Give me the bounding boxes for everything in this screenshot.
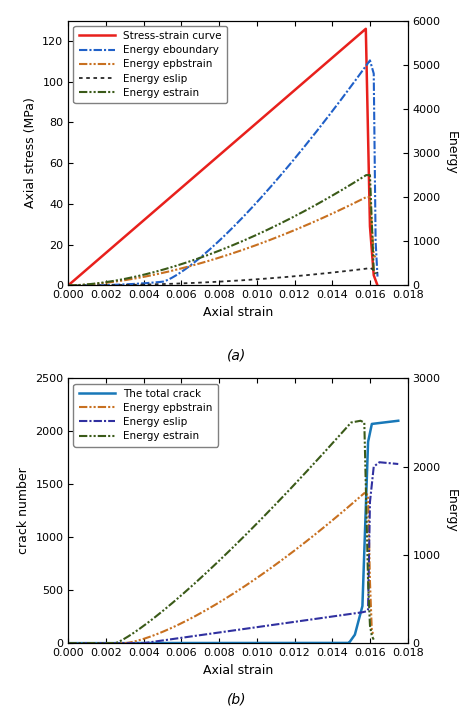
Energy eslip: [65, 281, 71, 289]
Energy epbstrain: [373, 253, 378, 262]
Energy epbstrain: [322, 213, 328, 221]
Energy estrain: [327, 442, 333, 451]
Energy eslip: [395, 460, 401, 469]
Energy eboundary: [142, 279, 148, 287]
Energy eboundary: [65, 281, 71, 289]
Stress-strain curve: [322, 60, 328, 68]
Text: (b): (b): [227, 693, 247, 707]
Energy eslip: [297, 272, 302, 280]
Energy estrain: [194, 577, 200, 586]
X-axis label: Axial strain: Axial strain: [203, 306, 273, 319]
Energy eslip: [134, 280, 140, 289]
Line: Energy epbstrain: Energy epbstrain: [68, 493, 374, 643]
Energy estrain: [65, 281, 71, 289]
Energy eboundary: [374, 272, 380, 281]
Energy eboundary: [69, 281, 74, 289]
Energy epbstrain: [283, 553, 289, 562]
Y-axis label: Axial stress (MPa): Axial stress (MPa): [24, 97, 36, 208]
Energy estrain: [172, 262, 178, 270]
Stress-strain curve: [172, 189, 178, 198]
Energy eslip: [343, 610, 348, 619]
Text: (a): (a): [228, 348, 246, 362]
The total crack: [273, 638, 279, 647]
Energy epbstrain: [134, 274, 140, 282]
Energy eslip: [272, 621, 277, 629]
Energy epbstrain: [364, 193, 369, 201]
Energy eslip: [288, 618, 293, 626]
The total crack: [184, 638, 190, 647]
Energy epbstrain: [65, 639, 71, 648]
Energy epbstrain: [283, 229, 289, 237]
Line: Energy epbstrain: Energy epbstrain: [68, 197, 375, 285]
Energy eslip: [106, 639, 112, 648]
Energy eslip: [65, 639, 71, 648]
The total crack: [65, 639, 71, 648]
Energy epbstrain: [172, 266, 178, 274]
Energy estrain: [262, 510, 268, 519]
Line: Energy eslip: Energy eslip: [68, 268, 377, 285]
Energy eboundary: [367, 56, 373, 65]
Energy estrain: [65, 639, 71, 648]
Stress-strain curve: [374, 281, 380, 289]
The total crack: [202, 638, 208, 647]
Energy epbstrain: [122, 639, 128, 648]
Energy epbstrain: [265, 566, 271, 574]
Line: Energy eboundary: Energy eboundary: [68, 60, 377, 285]
Energy eslip: [376, 458, 382, 466]
Energy epbstrain: [318, 526, 323, 535]
Stress-strain curve: [283, 93, 289, 102]
Energy estrain: [364, 171, 369, 179]
Stress-strain curve: [94, 256, 100, 264]
Energy epbstrain: [362, 489, 367, 498]
Energy estrain: [371, 636, 376, 644]
Energy eboundary: [88, 281, 93, 289]
Legend: Stress-strain curve, Energy eboundary, Energy epbstrain, Energy eslip, Energy es: Stress-strain curve, Energy eboundary, E…: [73, 26, 227, 103]
Energy epbstrain: [67, 639, 73, 648]
Line: Energy estrain: Energy estrain: [68, 421, 374, 643]
Energy estrain: [307, 464, 312, 473]
Stress-strain curve: [296, 82, 302, 90]
Energy eslip: [322, 269, 328, 277]
Energy eboundary: [295, 151, 301, 159]
Energy epbstrain: [297, 224, 302, 232]
Energy estrain: [94, 279, 100, 287]
Energy estrain: [322, 196, 328, 204]
Line: The total crack: The total crack: [68, 421, 398, 643]
The total crack: [378, 419, 383, 427]
Energy estrain: [358, 417, 364, 425]
Energy eslip: [367, 264, 373, 272]
Energy eslip: [251, 624, 256, 632]
Energy estrain: [373, 269, 378, 278]
Energy eslip: [374, 269, 380, 277]
Energy epbstrain: [94, 279, 100, 288]
The total crack: [395, 417, 401, 425]
Energy eboundary: [73, 281, 79, 289]
Energy epbstrain: [65, 281, 71, 289]
Line: Energy eslip: Energy eslip: [68, 462, 398, 643]
Y-axis label: Energy: Energy: [444, 131, 457, 175]
Line: Energy estrain: Energy estrain: [68, 175, 375, 285]
Energy eslip: [156, 637, 162, 646]
Energy estrain: [297, 210, 302, 218]
Stress-strain curve: [65, 281, 71, 289]
The total crack: [115, 639, 120, 648]
X-axis label: Axial strain: Axial strain: [203, 663, 273, 677]
Energy eslip: [172, 279, 178, 288]
Energy eslip: [94, 281, 100, 289]
The total crack: [255, 639, 260, 648]
Line: Stress-strain curve: Stress-strain curve: [68, 29, 377, 285]
Energy eslip: [283, 273, 289, 282]
Stress-strain curve: [134, 222, 140, 230]
Y-axis label: crack number: crack number: [17, 467, 30, 554]
Stress-strain curve: [363, 25, 369, 33]
Energy estrain: [283, 216, 289, 225]
Energy eboundary: [182, 265, 188, 274]
Legend: The total crack, Energy epbstrain, Energy eslip, Energy estrain: The total crack, Energy epbstrain, Energ…: [73, 384, 218, 447]
Energy estrain: [303, 468, 309, 476]
Energy epbstrain: [158, 629, 164, 637]
Energy estrain: [134, 272, 140, 281]
Y-axis label: Energy: Energy: [444, 489, 457, 533]
Energy estrain: [332, 437, 337, 445]
Energy epbstrain: [371, 630, 376, 638]
